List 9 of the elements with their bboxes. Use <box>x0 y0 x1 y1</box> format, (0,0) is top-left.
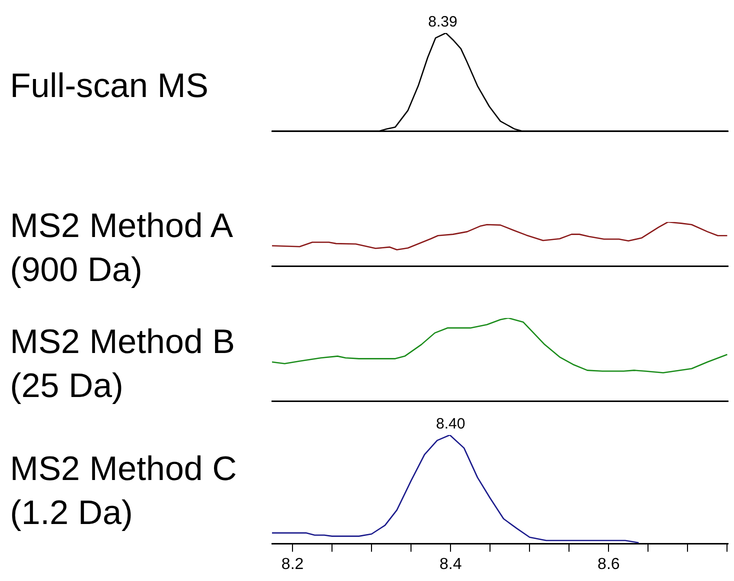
annotation: 8.40 <box>436 416 466 433</box>
x-tick-label: 8.2 <box>281 556 304 573</box>
x-tick-label: 8.6 <box>598 556 620 573</box>
x-tick-label: 8.4 <box>439 556 462 573</box>
text: MS2 Method C (1.2 Da) <box>10 449 238 534</box>
text: MS2 Method B (25 Da) <box>10 322 236 406</box>
text: Full-scan MS <box>10 66 210 107</box>
annotation: 8.39 <box>428 14 458 31</box>
chart-title: MS2 Method A (900 Da) <box>10 206 233 291</box>
